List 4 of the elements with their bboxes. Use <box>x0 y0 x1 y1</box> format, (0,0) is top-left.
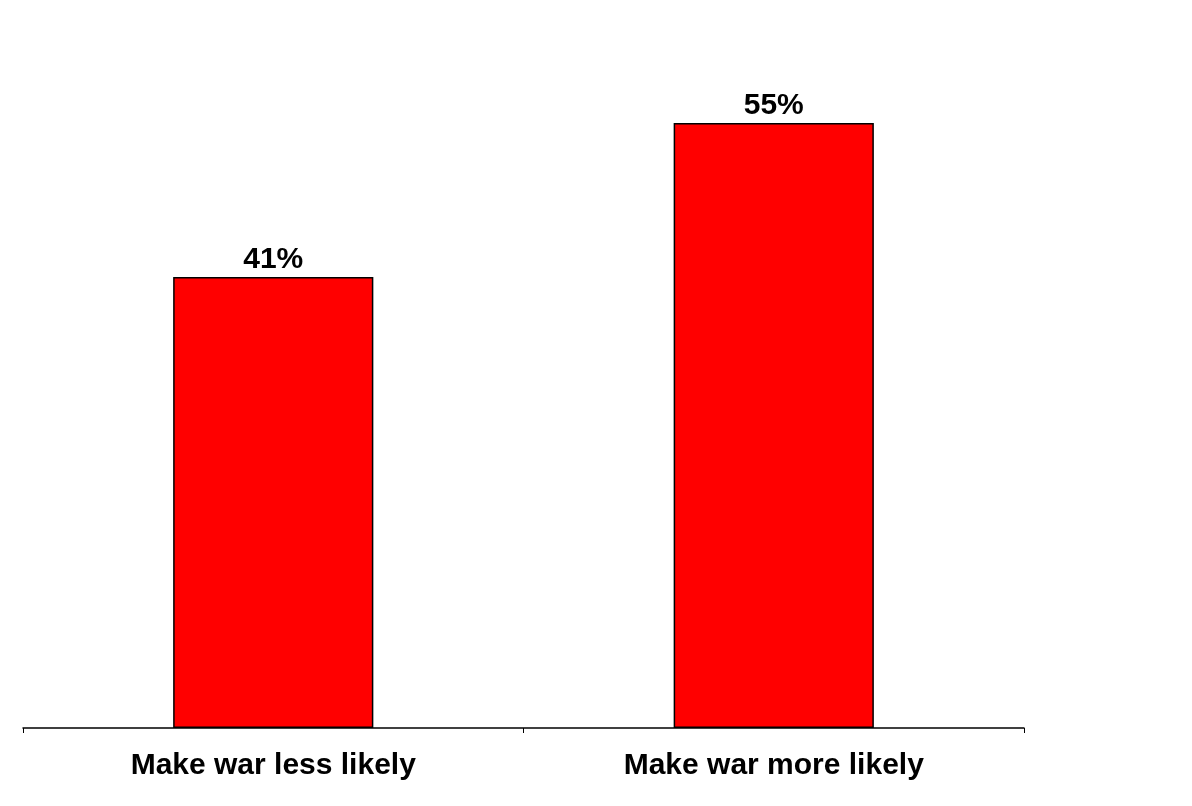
data-label: 41% <box>243 240 304 274</box>
x-tick-label: Make war less likely <box>130 746 417 780</box>
data-label: 55% <box>743 86 804 120</box>
x-tick-label: Make war more likely <box>623 746 925 780</box>
